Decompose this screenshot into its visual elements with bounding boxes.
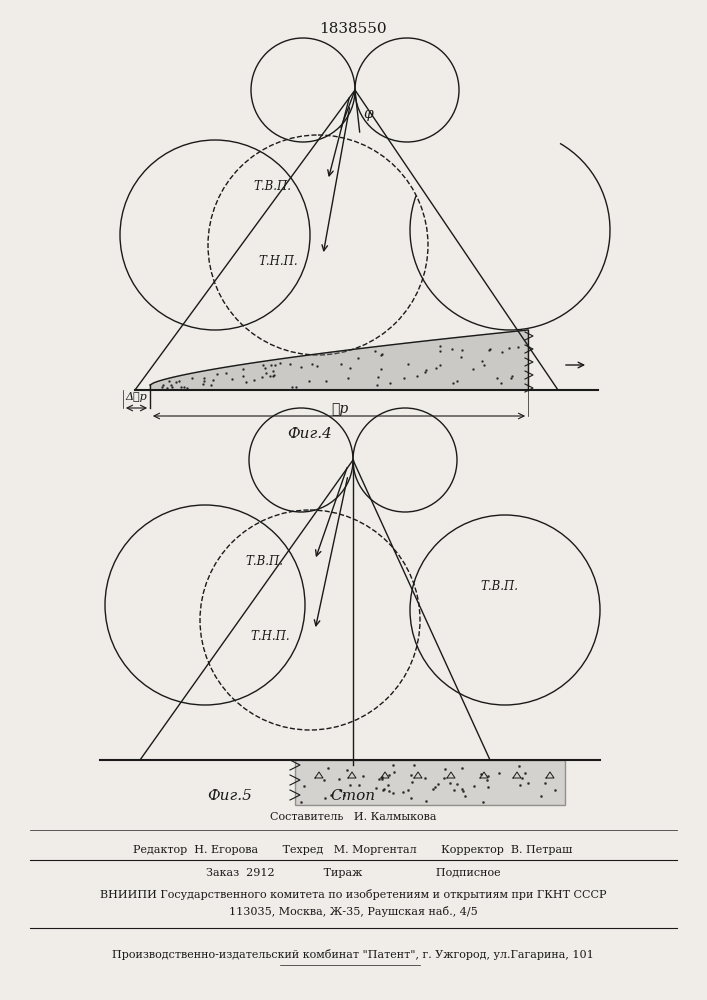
Text: ВНИИПИ Государственного комитета по изобретениям и открытиям при ГКНТ СССР: ВНИИПИ Государственного комитета по изоб…	[100, 889, 606, 900]
Bar	[295, 760, 565, 805]
Text: Δℓр: Δℓр	[125, 392, 147, 402]
Text: 113035, Москва, Ж-35, Раушская наб., 4/5: 113035, Москва, Ж-35, Раушская наб., 4/5	[228, 906, 477, 917]
Text: Т.Н.П.: Т.Н.П.	[250, 630, 290, 643]
Text: 1838550: 1838550	[319, 22, 387, 36]
Text: Редактор  Н. Егорова       Техред   М. Моргентал       Корректор  В. Петраш: Редактор Н. Егорова Техред М. Моргентал …	[134, 845, 573, 855]
Text: Т.Н.П.: Т.Н.П.	[258, 255, 298, 268]
Text: Заказ  2912              Тираж                     Подписное: Заказ 2912 Тираж Подписное	[206, 868, 501, 878]
Text: Т.В.П.: Т.В.П.	[253, 180, 291, 193]
Text: Производственно-издательский комбинат "Патент", г. Ужгород, ул.Гагарина, 101: Производственно-издательский комбинат "П…	[112, 949, 594, 960]
Text: Т.В.П.: Т.В.П.	[245, 555, 283, 568]
Text: Т.В.П.: Т.В.П.	[480, 580, 518, 593]
Polygon shape	[150, 330, 528, 390]
Text: Фиг.5: Фиг.5	[208, 789, 252, 803]
Text: ℓр: ℓр	[332, 402, 349, 416]
Text: φ: φ	[363, 107, 373, 121]
Text: Составитель   И. Калмыкова: Составитель И. Калмыкова	[270, 812, 436, 822]
Text: Стоп: Стоп	[330, 789, 375, 803]
Text: Фиг.4: Фиг.4	[288, 427, 332, 441]
